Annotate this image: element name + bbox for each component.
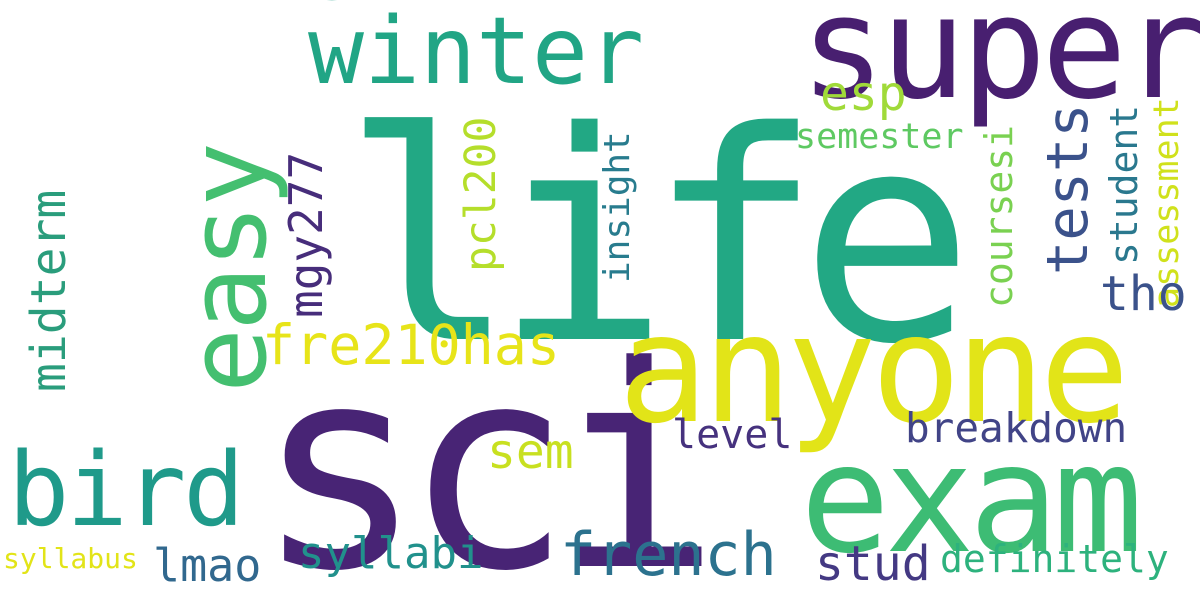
word-stud: stud xyxy=(815,536,931,592)
word-coursesi: coursesi xyxy=(977,124,1021,308)
word-winter: winter xyxy=(308,0,644,105)
word-mgy277: mgy277 xyxy=(279,151,333,318)
word-definitely: definitely xyxy=(940,537,1169,581)
word-breakdown: breakdown xyxy=(905,404,1128,452)
word-bird: bird xyxy=(8,431,245,550)
word-semester: semester xyxy=(795,117,964,157)
word-level: level xyxy=(672,412,793,458)
word-tho: tho xyxy=(1100,266,1187,322)
word-lmao: lmao xyxy=(153,539,262,592)
word-syllabus: syllabus xyxy=(3,542,138,575)
word-fre210has: fre210has xyxy=(262,313,561,377)
word-life: life xyxy=(342,71,974,408)
word-syllabi: syllabi xyxy=(298,528,484,579)
word-student: student xyxy=(1102,104,1146,265)
word-esp: esp xyxy=(820,66,907,122)
word-sem: sem xyxy=(487,424,574,480)
word-midterm: midterm xyxy=(21,189,77,392)
word-exam: exam xyxy=(800,413,1143,587)
word-anyone: anyone xyxy=(618,283,1130,457)
word-tests: tests xyxy=(1035,103,1101,275)
word-insight: insight xyxy=(597,131,638,283)
word-super: super xyxy=(800,0,1200,131)
word-french: french xyxy=(560,520,777,590)
word-sci: sci xyxy=(255,307,721,600)
word-pcl200: pcl200 xyxy=(456,116,506,272)
